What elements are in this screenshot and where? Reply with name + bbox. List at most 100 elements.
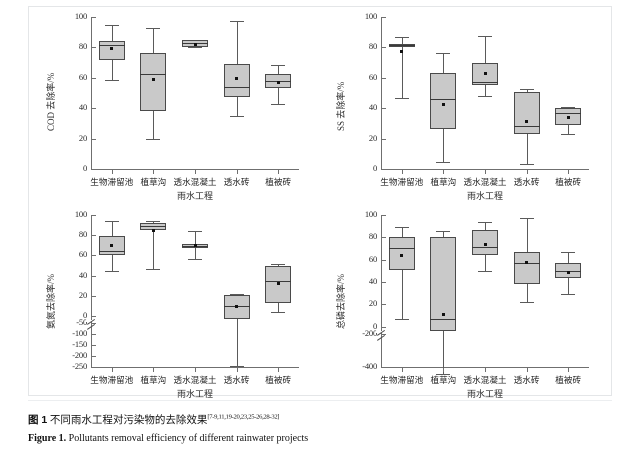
whisker-cap-min [478, 96, 492, 98]
boxplot-nh3n-0 [91, 215, 299, 367]
median-line [98, 45, 125, 47]
y-tick-label: -150 [72, 339, 87, 350]
mean-marker [151, 228, 155, 232]
boxplot-nh3n-2 [91, 215, 299, 367]
box-iqr [140, 53, 167, 112]
mean-marker [525, 260, 529, 264]
whisker-cap-max [436, 230, 451, 232]
y-tick-label: 100 [74, 209, 87, 219]
whisker-cap-min [561, 134, 576, 136]
x-tick [443, 170, 445, 174]
whisker-upper [485, 36, 486, 63]
y-tick [382, 333, 386, 335]
chart-panel-ss: 0 20 40 60 80 100 SS 去除率/% 生物滞留池 植草沟 透水混凝土 透水砖 植被砖雨… [336, 11, 589, 203]
whisker-cap-min [394, 97, 409, 99]
whisker-lower [485, 84, 486, 97]
boxplot-tp-2 [381, 215, 589, 367]
median-line [472, 246, 498, 248]
whisker-cap-min [188, 46, 202, 48]
whisker-upper [111, 25, 113, 41]
y-tick-label: 20 [368, 298, 377, 309]
boxplot-cod-1 [91, 17, 299, 169]
y-tick-label: 20 [78, 132, 87, 143]
y-tick [92, 235, 96, 237]
boxplot-cod-3 [91, 17, 299, 169]
y-tick-label: -100 [72, 328, 87, 339]
mean-marker [193, 243, 197, 247]
whisker-lower [485, 254, 486, 271]
x-tick [278, 368, 280, 372]
category-label-3: 透水砖 [223, 375, 250, 385]
whisker-upper [236, 20, 238, 65]
figure-image-frame: 0 20 40 60 80 100 COD 去除率/% 生物滞留池 植草沟 透水混凝土 透水砖 植被砖… [28, 6, 612, 399]
y-tick [382, 259, 386, 261]
boxplot-cod-4 [91, 17, 299, 169]
median-line [472, 81, 498, 83]
y-axis-line [381, 17, 382, 169]
y-tick [92, 138, 96, 140]
y-tick [382, 77, 386, 79]
mean-marker [193, 42, 197, 46]
whisker-upper [526, 89, 528, 93]
whisker-lower [443, 331, 445, 374]
y-tick-label: 0 [372, 320, 377, 331]
y-axis-line [91, 17, 92, 169]
y-tick [92, 77, 96, 79]
whisker-upper [401, 227, 403, 238]
y-tick-label: 40 [78, 269, 87, 280]
x-tick [401, 170, 403, 174]
whisker-cap-min [146, 268, 161, 270]
category-label-3: 透水砖 [223, 177, 250, 187]
y-tick [92, 108, 96, 110]
whisker-cap-min [478, 270, 492, 272]
y-tick [382, 215, 386, 216]
category-label-1: 植草沟 [430, 177, 457, 187]
y-tick-label: 80 [368, 231, 377, 242]
whisker-lower [568, 124, 570, 135]
whisker-lower [278, 88, 280, 105]
y-tick-label: 40 [368, 102, 377, 113]
x-tick [401, 368, 403, 372]
y-axis-label: 氨氮去除率/% [46, 274, 56, 329]
x-tick [153, 170, 155, 174]
whisker-cap-max [146, 221, 161, 223]
category-label-0: 生物滞留池 [380, 177, 424, 187]
category-label-2: 透水混凝土 [173, 177, 217, 187]
category-label-2: 透水混凝土 [463, 177, 507, 187]
x-tick [568, 170, 570, 174]
y-axis-line [91, 215, 92, 367]
median-line [430, 99, 457, 101]
box-iqr [223, 64, 250, 97]
x-axis-line [91, 169, 299, 170]
y-tick-label: -200 [72, 350, 87, 361]
y-tick-label: 20 [368, 132, 377, 143]
x-tick [195, 170, 196, 174]
whisker-lower [195, 247, 196, 260]
caption-english-text: Pollutants removal efficiency of differe… [68, 433, 309, 444]
boxplot-ss-2 [381, 17, 589, 169]
y-tick [382, 326, 386, 328]
x-tick [485, 368, 486, 372]
whisker-upper [526, 217, 528, 253]
whisker-cap-min [561, 294, 576, 296]
x-tick [526, 368, 528, 372]
x-tick [111, 170, 113, 174]
x-axis-label: 雨水工程 [466, 191, 503, 201]
box-iqr [388, 237, 415, 270]
y-tick-label: 0 [82, 163, 87, 173]
x-tick [568, 368, 570, 372]
whisker-lower [526, 283, 528, 303]
y-tick-label: 60 [78, 71, 87, 82]
whisker-lower [278, 302, 280, 313]
boxplot-tp-3 [381, 215, 589, 367]
whisker-cap-max [561, 107, 576, 109]
whisker-upper [278, 64, 280, 74]
box-iqr [430, 237, 457, 332]
y-tick [382, 367, 386, 368]
mean-marker [483, 242, 487, 246]
whisker-cap-max [561, 252, 576, 254]
y-tick [92, 215, 96, 216]
whisker-lower [236, 96, 238, 116]
y-tick [92, 367, 96, 368]
